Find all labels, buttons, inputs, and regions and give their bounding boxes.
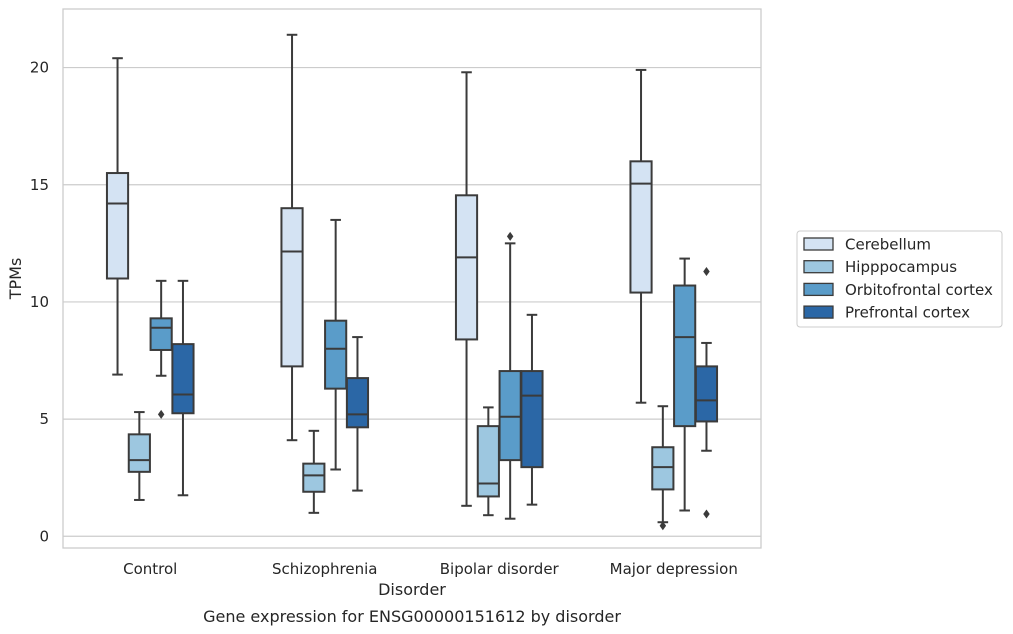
iqr-box bbox=[127, 433, 151, 473]
iqr-box bbox=[673, 284, 697, 428]
iqr-box bbox=[651, 446, 675, 491]
iqr-box bbox=[105, 172, 130, 280]
box-group bbox=[127, 411, 151, 501]
x-tick-label: Bipolar disorder bbox=[440, 560, 560, 578]
outlier-point bbox=[659, 521, 667, 531]
box-group bbox=[629, 68, 653, 404]
box-group bbox=[280, 33, 304, 442]
chart-title: Gene expression for ENSG00000151612 by d… bbox=[203, 607, 621, 626]
box-group bbox=[149, 279, 173, 419]
iqr-box bbox=[498, 370, 522, 462]
iqr-box bbox=[302, 462, 326, 493]
box-group bbox=[171, 279, 195, 497]
iqr-box bbox=[171, 343, 195, 415]
legend-frame bbox=[796, 230, 1003, 328]
iqr-box bbox=[454, 194, 479, 341]
box-group bbox=[520, 313, 544, 506]
box-group bbox=[498, 231, 522, 520]
x-axis-title: Disorder bbox=[378, 580, 446, 599]
iqr-box bbox=[149, 317, 173, 351]
iqr-box bbox=[280, 207, 304, 368]
x-tick-label: Major depression bbox=[610, 560, 738, 578]
iqr-box bbox=[694, 365, 719, 423]
legend-label: Hipppocampus bbox=[845, 258, 957, 276]
x-tick-label: Control bbox=[123, 560, 177, 578]
legend-label: Prefrontal cortex bbox=[845, 304, 970, 322]
plot-frame bbox=[62, 8, 762, 549]
legend-label: Cerebellum bbox=[845, 236, 931, 254]
box-group bbox=[476, 406, 500, 517]
y-tick-label: 20 bbox=[30, 59, 49, 77]
legend-swatch bbox=[803, 260, 834, 274]
y-tick-label: 10 bbox=[30, 293, 49, 311]
y-tick-label: 0 bbox=[39, 527, 49, 545]
outlier-point bbox=[157, 409, 165, 419]
iqr-box bbox=[520, 370, 544, 469]
outlier-point bbox=[506, 231, 514, 241]
legend-items: Cerebellum Hipppocampus Orbitofrontal cort… bbox=[803, 236, 993, 322]
iqr-box bbox=[629, 160, 653, 294]
x-tick-label: Schizophrenia bbox=[272, 560, 377, 578]
iqr-box bbox=[476, 425, 500, 498]
iqr-box bbox=[345, 377, 370, 429]
box-group bbox=[694, 266, 719, 519]
box-group bbox=[651, 405, 675, 531]
tick-labels: 0 5 10 15 20 Control Schizophrenia Bipolar diso… bbox=[30, 59, 738, 578]
box-group bbox=[302, 429, 326, 514]
legend-swatch bbox=[803, 237, 834, 251]
legend-label: Orbitofrontal cortex bbox=[845, 281, 993, 299]
box-group bbox=[345, 336, 370, 492]
boxes bbox=[105, 33, 719, 531]
box-group bbox=[324, 218, 348, 471]
legend-swatch bbox=[803, 305, 834, 319]
outlier-point bbox=[703, 509, 710, 519]
legend-swatch bbox=[803, 282, 834, 297]
box-group bbox=[105, 57, 130, 376]
legend: Cerebellum Hipppocampus Orbitofrontal cort… bbox=[796, 230, 1003, 328]
y-axis-title: TPMs bbox=[6, 258, 25, 301]
y-tick-label: 5 bbox=[39, 410, 49, 428]
box-group bbox=[454, 71, 479, 507]
y-tick-label: 15 bbox=[30, 176, 49, 194]
box-group bbox=[673, 257, 697, 512]
outlier-point bbox=[703, 266, 710, 276]
iqr-box bbox=[324, 319, 348, 390]
